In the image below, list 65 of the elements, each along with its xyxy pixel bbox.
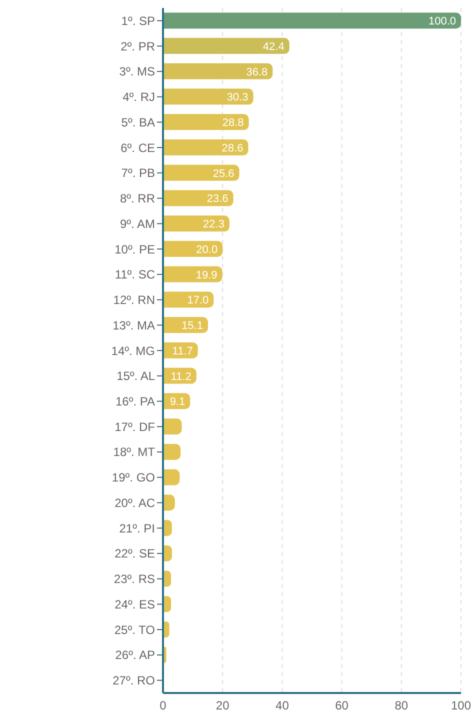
bar <box>163 266 222 282</box>
y-tick-label: 12º. RN <box>113 293 155 308</box>
x-tick-label: 100 <box>450 698 472 713</box>
data-label: 36.8 <box>246 66 268 78</box>
y-tick-label: 9º. AM <box>120 216 156 231</box>
bar <box>163 494 175 511</box>
y-tick-label: 11º. SC <box>114 268 156 282</box>
data-label: 42.4 <box>262 40 284 53</box>
y-tick-label: 15º. AL <box>116 369 156 384</box>
y-tick-label: 25º. TO <box>114 622 155 637</box>
bar <box>163 190 234 206</box>
data-label: 23.6 <box>206 193 228 206</box>
data-label: 17.0 <box>187 294 209 307</box>
y-tick-label: 5º. BA <box>121 115 155 130</box>
y-tick-label: 14º. MG <box>111 344 155 358</box>
data-label: 20.0 <box>196 244 218 256</box>
data-label: 25.6 <box>212 168 234 180</box>
data-label: 100.0 <box>428 16 456 28</box>
bar <box>163 12 461 29</box>
y-tick-label: 4º. RJ <box>122 90 155 104</box>
bar <box>163 63 273 80</box>
y-tick-label: 8º. RR <box>120 192 156 206</box>
data-label: 9.1 <box>170 396 186 408</box>
x-tick-label: 60 <box>335 698 349 713</box>
y-tick-label: 20º. AC <box>114 496 156 510</box>
x-tick-label: 40 <box>276 698 290 713</box>
y-tick-label: 18º. MT <box>113 445 156 460</box>
y-tick-label: 13º. MA <box>112 318 155 332</box>
y-tick-label: 27º. RO <box>112 674 155 688</box>
data-label: 22.3 <box>203 218 224 231</box>
data-label: 15.1 <box>182 320 203 332</box>
y-tick-label: 1º. SP <box>121 14 155 28</box>
y-tick-label: 2º. PR <box>120 39 156 54</box>
bar <box>163 292 214 308</box>
y-tick-label: 17º. DF <box>114 420 155 434</box>
y-tick-label: 23º. RS <box>114 572 155 586</box>
x-tick-label: 0 <box>160 698 167 713</box>
x-tick-label: 80 <box>394 698 408 713</box>
data-label: 28.6 <box>222 142 244 154</box>
bar <box>163 38 290 54</box>
bar <box>163 216 230 232</box>
y-tick-label: 3º. MS <box>119 64 155 79</box>
bar <box>163 88 254 105</box>
bar <box>163 444 181 460</box>
bar <box>163 164 240 181</box>
data-label: 30.3 <box>226 92 248 104</box>
y-tick-label: 24º. ES <box>114 597 155 612</box>
data-label: 19.9 <box>196 269 218 282</box>
bar <box>163 114 249 130</box>
y-tick-label: 10º. PE <box>114 242 155 256</box>
y-tick-label: 21º. PI <box>119 521 155 536</box>
x-tick-label: 20 <box>216 698 230 713</box>
bar <box>163 469 180 486</box>
y-tick-label: 19º. GO <box>112 470 155 485</box>
y-tick-label: 26º. AP <box>115 648 155 662</box>
data-label: 28.8 <box>222 117 244 130</box>
bar <box>163 139 248 156</box>
data-label: 11.7 <box>172 345 193 358</box>
y-tick-label: 7º. PB <box>121 166 155 180</box>
y-tick-label: 6º. CE <box>120 140 155 155</box>
data-label: 11.2 <box>170 370 192 383</box>
y-tick-label: 22º. SE <box>114 546 155 561</box>
y-tick-label: 16º. PA <box>115 394 155 408</box>
bar <box>163 240 223 257</box>
bar <box>163 418 182 434</box>
